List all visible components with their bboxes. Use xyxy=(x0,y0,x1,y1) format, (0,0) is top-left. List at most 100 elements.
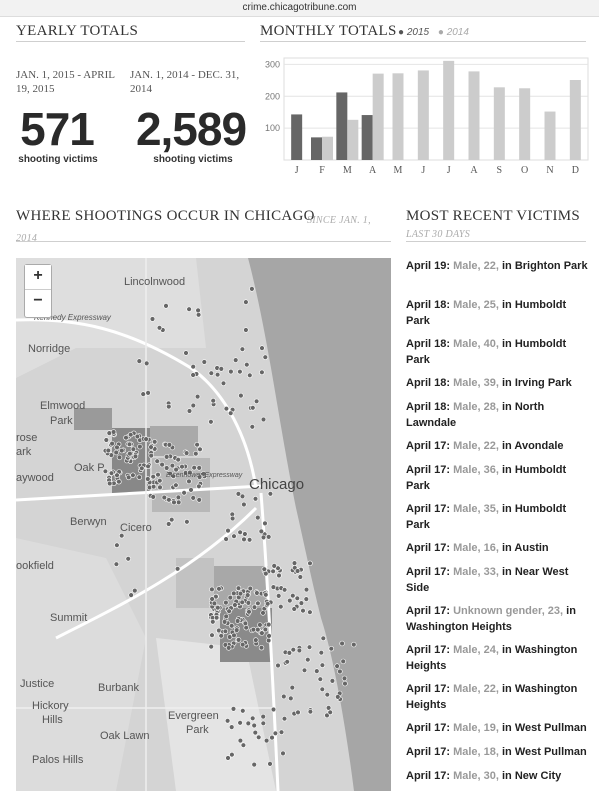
shooting-dot[interactable] xyxy=(324,692,330,698)
shooting-dot[interactable] xyxy=(132,587,138,594)
shooting-dot[interactable] xyxy=(188,487,194,493)
shooting-dot[interactable] xyxy=(155,472,161,478)
shooting-dot[interactable] xyxy=(228,368,234,375)
shooting-dot[interactable] xyxy=(235,585,242,591)
shooting-dot[interactable] xyxy=(342,680,348,687)
shooting-dot[interactable] xyxy=(169,517,175,523)
shooting-dot[interactable] xyxy=(319,662,326,668)
bar-2014-1[interactable] xyxy=(322,136,333,160)
victim-item[interactable]: April 17: Male, 33, in Near West Side xyxy=(406,564,592,596)
shooting-dot[interactable] xyxy=(231,632,237,639)
shooting-dot[interactable] xyxy=(211,600,218,607)
shooting-dot[interactable] xyxy=(193,451,199,457)
shooting-dot[interactable] xyxy=(341,675,348,682)
shooting-dot[interactable] xyxy=(150,484,157,490)
shooting-dot[interactable] xyxy=(134,433,141,440)
shooting-dot[interactable] xyxy=(253,398,260,405)
shooting-dot[interactable] xyxy=(169,462,176,469)
bar-2014-8[interactable] xyxy=(493,87,505,160)
bar-2015-3[interactable] xyxy=(361,115,373,160)
shooting-dot[interactable] xyxy=(157,484,163,491)
shooting-dot[interactable] xyxy=(208,370,215,376)
shooting-dot[interactable] xyxy=(294,595,300,601)
shooting-dot[interactable] xyxy=(123,435,129,441)
shooting-dot[interactable] xyxy=(166,521,172,527)
shooting-dot[interactable] xyxy=(125,556,131,562)
shooting-dot[interactable] xyxy=(174,566,181,572)
shooting-map[interactable]: Lincolnwood Kennedy Expressway Norridge … xyxy=(16,258,391,791)
shooting-dot[interactable] xyxy=(161,494,168,501)
shooting-dot[interactable] xyxy=(229,752,235,758)
shooting-dot[interactable] xyxy=(157,478,163,484)
shooting-dot[interactable] xyxy=(339,640,345,647)
shooting-dot[interactable] xyxy=(184,519,190,525)
bar-2014-7[interactable] xyxy=(468,71,480,160)
shooting-dot[interactable] xyxy=(246,609,252,615)
shooting-dot[interactable] xyxy=(196,465,202,471)
shooting-dot[interactable] xyxy=(253,637,259,643)
shooting-dot[interactable] xyxy=(150,474,156,480)
shooting-dot[interactable] xyxy=(260,713,266,720)
shooting-dot[interactable] xyxy=(263,737,270,744)
shooting-dot[interactable] xyxy=(215,605,221,611)
shooting-dot[interactable] xyxy=(259,345,265,351)
shooting-dot[interactable] xyxy=(260,416,267,423)
shooting-dot[interactable] xyxy=(263,592,269,598)
shooting-dot[interactable] xyxy=(237,720,243,726)
shooting-dot[interactable] xyxy=(267,761,273,767)
shooting-dot[interactable] xyxy=(329,678,336,684)
shooting-dot[interactable] xyxy=(351,641,357,648)
shooting-dot[interactable] xyxy=(190,495,196,501)
shooting-dot[interactable] xyxy=(196,497,202,503)
victim-item[interactable]: April 17: Male, 19, in West Pullman xyxy=(406,720,592,736)
shooting-dot[interactable] xyxy=(166,403,172,410)
shooting-dot[interactable] xyxy=(280,750,286,757)
shooting-dot[interactable] xyxy=(208,419,214,425)
shooting-dot[interactable] xyxy=(244,361,250,368)
shooting-dot[interactable] xyxy=(210,619,216,625)
shooting-dot[interactable] xyxy=(223,406,230,412)
victim-item[interactable]: April 17: Male, 18, in West Pullman xyxy=(406,744,592,760)
shooting-dot[interactable] xyxy=(136,474,143,480)
shooting-dot[interactable] xyxy=(291,606,297,612)
shooting-dot[interactable] xyxy=(258,645,265,651)
shooting-dot[interactable] xyxy=(171,499,177,506)
shooting-dot[interactable] xyxy=(183,450,190,456)
shooting-dot[interactable] xyxy=(196,483,202,490)
shooting-dot[interactable] xyxy=(116,479,122,485)
shooting-dot[interactable] xyxy=(234,618,241,624)
shooting-dot[interactable] xyxy=(226,608,232,614)
shooting-dot[interactable] xyxy=(270,706,277,713)
bar-2014-11[interactable] xyxy=(569,79,581,160)
shooting-dot[interactable] xyxy=(250,626,257,633)
shooting-dot[interactable] xyxy=(340,658,346,665)
shooting-dot[interactable] xyxy=(144,360,150,367)
shooting-dot[interactable] xyxy=(290,647,296,653)
shooting-dot[interactable] xyxy=(221,619,228,625)
shooting-dot[interactable] xyxy=(276,593,282,599)
victim-item[interactable]: April 17: Male, 35, in Humboldt Park xyxy=(406,501,592,533)
shooting-dot[interactable] xyxy=(245,720,252,727)
bar-2014-5[interactable] xyxy=(417,70,429,160)
shooting-dot[interactable] xyxy=(240,641,246,648)
shooting-dot[interactable] xyxy=(307,560,313,566)
shooting-dot[interactable] xyxy=(113,449,119,456)
shooting-dot[interactable] xyxy=(194,393,201,400)
victim-item[interactable]: April 19: Male, 22, in Brighton Park xyxy=(406,258,592,274)
shooting-dot[interactable] xyxy=(166,497,172,503)
shooting-dot[interactable] xyxy=(237,737,244,744)
shooting-dot[interactable] xyxy=(314,668,320,674)
shooting-dot[interactable] xyxy=(218,366,225,372)
shooting-dot[interactable] xyxy=(213,593,219,600)
shooting-dot[interactable] xyxy=(307,609,313,615)
shooting-dot[interactable] xyxy=(164,454,170,460)
shooting-dot[interactable] xyxy=(290,593,296,599)
shooting-dot[interactable] xyxy=(176,499,182,506)
shooting-dot[interactable] xyxy=(294,568,301,574)
shooting-dot[interactable] xyxy=(194,442,200,448)
shooting-dot[interactable] xyxy=(252,729,259,736)
shooting-dot[interactable] xyxy=(186,306,192,312)
shooting-dot[interactable] xyxy=(216,586,222,592)
bar-2014-3[interactable] xyxy=(372,73,384,160)
shooting-dot[interactable] xyxy=(235,491,242,497)
